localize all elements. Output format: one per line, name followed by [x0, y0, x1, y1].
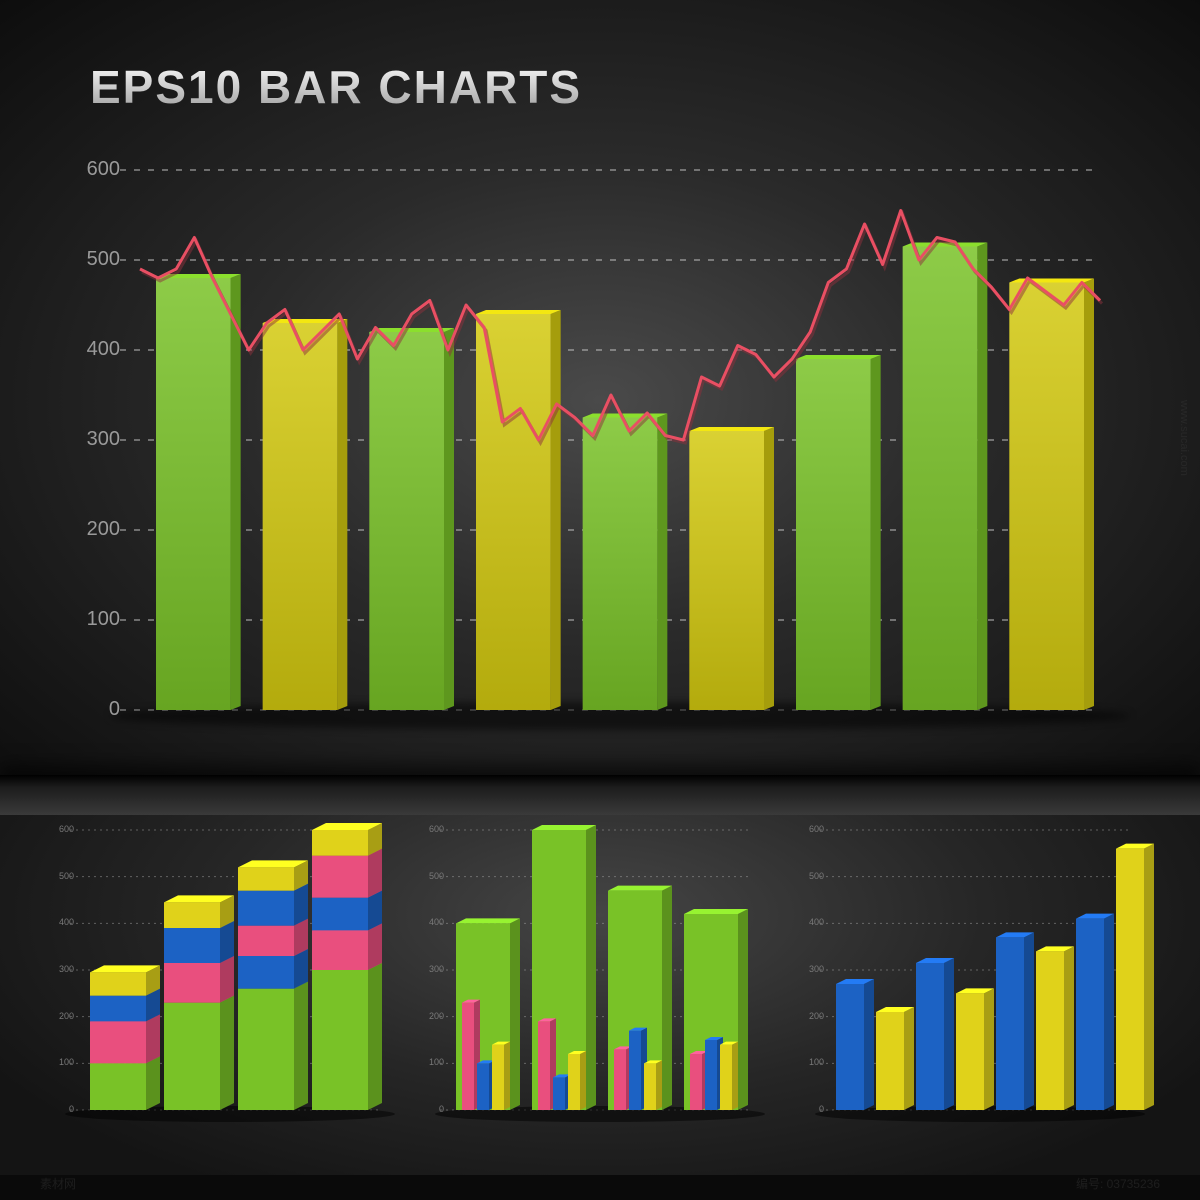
- y-tick-label: 0: [60, 698, 120, 721]
- y-tick-label: 100: [416, 1057, 444, 1067]
- y-tick-label: 100: [46, 1057, 74, 1067]
- watermark-left: 素材网: [40, 1175, 76, 1192]
- y-tick-label: 500: [60, 248, 120, 271]
- y-tick-label: 300: [46, 964, 74, 974]
- y-tick-label: 400: [46, 917, 74, 927]
- y-tick-label: 400: [796, 917, 824, 927]
- y-tick-label: 100: [60, 608, 120, 631]
- credit: www.sucai.com: [1178, 400, 1190, 476]
- y-tick-label: 200: [46, 1011, 74, 1021]
- y-tick-label: 0: [796, 1104, 824, 1114]
- y-tick-label: 600: [416, 824, 444, 834]
- small-chart-2: [400, 800, 800, 1160]
- y-tick-label: 400: [416, 917, 444, 927]
- main-chart: [0, 0, 1200, 760]
- y-tick-label: 200: [60, 518, 120, 541]
- y-tick-label: 500: [416, 871, 444, 881]
- y-tick-label: 600: [796, 824, 824, 834]
- y-tick-label: 200: [416, 1011, 444, 1021]
- y-tick-label: 300: [796, 964, 824, 974]
- y-tick-label: 0: [46, 1104, 74, 1114]
- y-tick-label: 200: [796, 1011, 824, 1021]
- y-tick-label: 600: [60, 158, 120, 181]
- y-tick-label: 600: [46, 824, 74, 834]
- small-chart-3: [800, 800, 1200, 1160]
- watermark-right: 编号: 03735236: [1076, 1175, 1160, 1192]
- y-tick-label: 400: [60, 338, 120, 361]
- y-tick-label: 300: [60, 428, 120, 451]
- y-tick-label: 100: [796, 1057, 824, 1067]
- y-tick-label: 500: [796, 871, 824, 881]
- y-tick-label: 500: [46, 871, 74, 881]
- y-tick-label: 0: [416, 1104, 444, 1114]
- y-tick-label: 300: [416, 964, 444, 974]
